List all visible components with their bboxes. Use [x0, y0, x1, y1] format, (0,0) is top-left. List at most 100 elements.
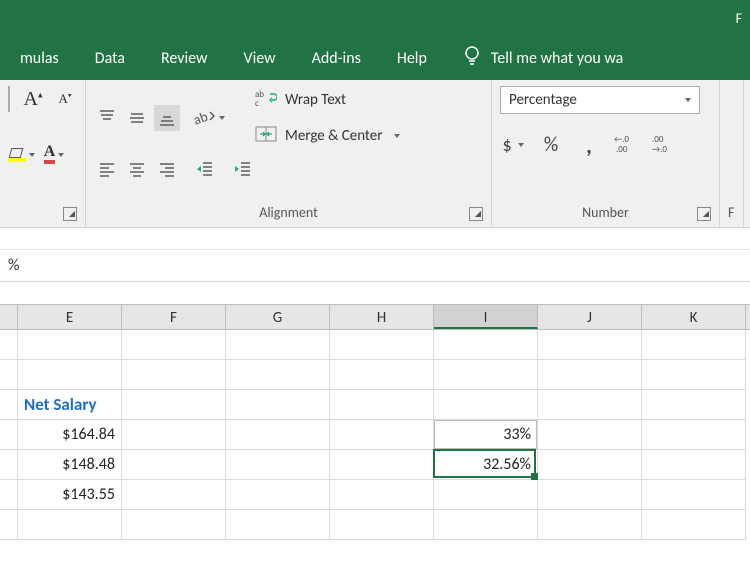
font-color-button[interactable]: A — [41, 142, 67, 168]
increase-indent-button[interactable] — [230, 156, 256, 182]
cell[interactable] — [122, 390, 226, 420]
alignment-dialog-launcher-icon[interactable]: ◢ — [469, 207, 483, 221]
cell[interactable] — [434, 510, 538, 540]
tab-help[interactable]: Help — [379, 36, 445, 80]
svg-text:ab: ab — [192, 108, 210, 128]
cell[interactable] — [538, 450, 642, 480]
cell[interactable] — [226, 480, 330, 510]
increase-decimal-button[interactable]: ←.0.00 — [614, 132, 640, 158]
cell[interactable] — [434, 480, 538, 510]
cell[interactable] — [642, 450, 746, 480]
cell[interactable] — [122, 330, 226, 360]
cell[interactable] — [18, 510, 122, 540]
formula-bar[interactable]: % — [0, 250, 750, 282]
decrease-font-size-button[interactable]: A▾ — [52, 86, 78, 112]
column-header-H[interactable]: H — [330, 305, 434, 329]
decrease-indent-button[interactable] — [192, 156, 218, 182]
cell[interactable] — [18, 330, 122, 360]
cell[interactable]: 33% — [434, 420, 538, 450]
cell[interactable] — [538, 510, 642, 540]
cell[interactable]: 32.56% — [434, 450, 538, 480]
align-middle-button[interactable] — [124, 105, 150, 131]
align-left-button[interactable] — [94, 156, 120, 182]
cell[interactable] — [642, 480, 746, 510]
cell[interactable] — [434, 360, 538, 390]
next-group-fragment: F — [720, 80, 744, 227]
font-dialog-launcher-icon[interactable]: ◢ — [63, 207, 77, 221]
align-center-button[interactable] — [124, 156, 150, 182]
alignment-group-label: Alignment ◢ — [94, 198, 483, 227]
cell[interactable] — [330, 330, 434, 360]
cell[interactable]: $143.55 — [18, 480, 122, 510]
column-header-J[interactable]: J — [538, 305, 642, 329]
font-group-fragment: A▴ A▾ A ◢ — [0, 80, 86, 227]
column-header-F[interactable]: F — [122, 305, 226, 329]
fill-color-button[interactable] — [8, 142, 35, 168]
cell[interactable] — [226, 450, 330, 480]
cell[interactable] — [642, 420, 746, 450]
cell[interactable] — [122, 510, 226, 540]
cell[interactable] — [330, 360, 434, 390]
cell[interactable] — [642, 360, 746, 390]
column-header-E[interactable]: E — [18, 305, 122, 329]
name-box-row-fragment — [0, 228, 750, 250]
increase-font-size-button[interactable]: A▴ — [20, 86, 46, 112]
formula-bar-content: % — [8, 256, 19, 275]
cell[interactable] — [122, 450, 226, 480]
cell[interactable] — [330, 480, 434, 510]
tab-formulas-fragment[interactable]: mulas — [2, 36, 77, 80]
window-title-fragment: F — [736, 10, 742, 27]
next-group-label-fragment: F — [726, 198, 739, 227]
column-header-K[interactable]: K — [642, 305, 746, 329]
header-leading — [0, 305, 18, 329]
wrap-text-button[interactable]: abc Wrap Text — [255, 86, 400, 114]
font-group-label: ◢ — [8, 215, 77, 227]
cell[interactable] — [642, 510, 746, 540]
cell[interactable] — [226, 420, 330, 450]
cell[interactable] — [434, 330, 538, 360]
cell[interactable] — [330, 420, 434, 450]
cell[interactable] — [330, 510, 434, 540]
tell-me-search[interactable]: Tell me what you wa — [445, 45, 623, 72]
tab-view[interactable]: View — [225, 36, 293, 80]
percent-style-button[interactable]: % — [538, 132, 564, 158]
align-right-button[interactable] — [154, 156, 180, 182]
cell[interactable] — [538, 390, 642, 420]
comma-style-button[interactable]: , — [576, 132, 602, 158]
cell[interactable]: $148.48 — [18, 450, 122, 480]
column-header-G[interactable]: G — [226, 305, 330, 329]
accounting-format-button[interactable]: $ — [500, 132, 526, 158]
cell[interactable] — [642, 390, 746, 420]
merge-center-button[interactable]: Merge & Center — [255, 122, 400, 150]
cell[interactable] — [330, 450, 434, 480]
cell[interactable] — [226, 390, 330, 420]
tab-data[interactable]: Data — [77, 36, 143, 80]
font-size-input-fragment[interactable] — [8, 86, 10, 112]
number-format-select[interactable]: Percentage — [500, 86, 700, 114]
cell[interactable] — [226, 510, 330, 540]
decrease-decimal-button[interactable]: .00→.0 — [652, 132, 678, 158]
number-dialog-launcher-icon[interactable]: ◢ — [697, 207, 711, 221]
cell[interactable] — [226, 330, 330, 360]
cell[interactable] — [538, 330, 642, 360]
cell[interactable] — [18, 360, 122, 390]
cell[interactable] — [122, 480, 226, 510]
cell[interactable]: $164.84 — [18, 420, 122, 450]
orientation-button[interactable]: ab — [192, 105, 225, 131]
cell[interactable] — [122, 360, 226, 390]
cell[interactable] — [538, 420, 642, 450]
cell[interactable] — [642, 330, 746, 360]
align-bottom-button[interactable] — [154, 105, 180, 131]
cell[interactable] — [226, 360, 330, 390]
cell[interactable] — [330, 390, 434, 420]
tab-addins[interactable]: Add-ins — [294, 36, 379, 80]
cell[interactable] — [538, 360, 642, 390]
column-header-I[interactable]: I — [434, 305, 538, 329]
cell[interactable] — [434, 390, 538, 420]
tab-review[interactable]: Review — [143, 36, 226, 80]
worksheet-grid[interactable]: Net Salary$164.84 33% $148.48 32.56% $143.55 — [0, 330, 750, 540]
cell[interactable]: Net Salary — [18, 390, 122, 420]
cell[interactable] — [538, 480, 642, 510]
align-top-button[interactable] — [94, 105, 120, 131]
cell[interactable] — [122, 420, 226, 450]
